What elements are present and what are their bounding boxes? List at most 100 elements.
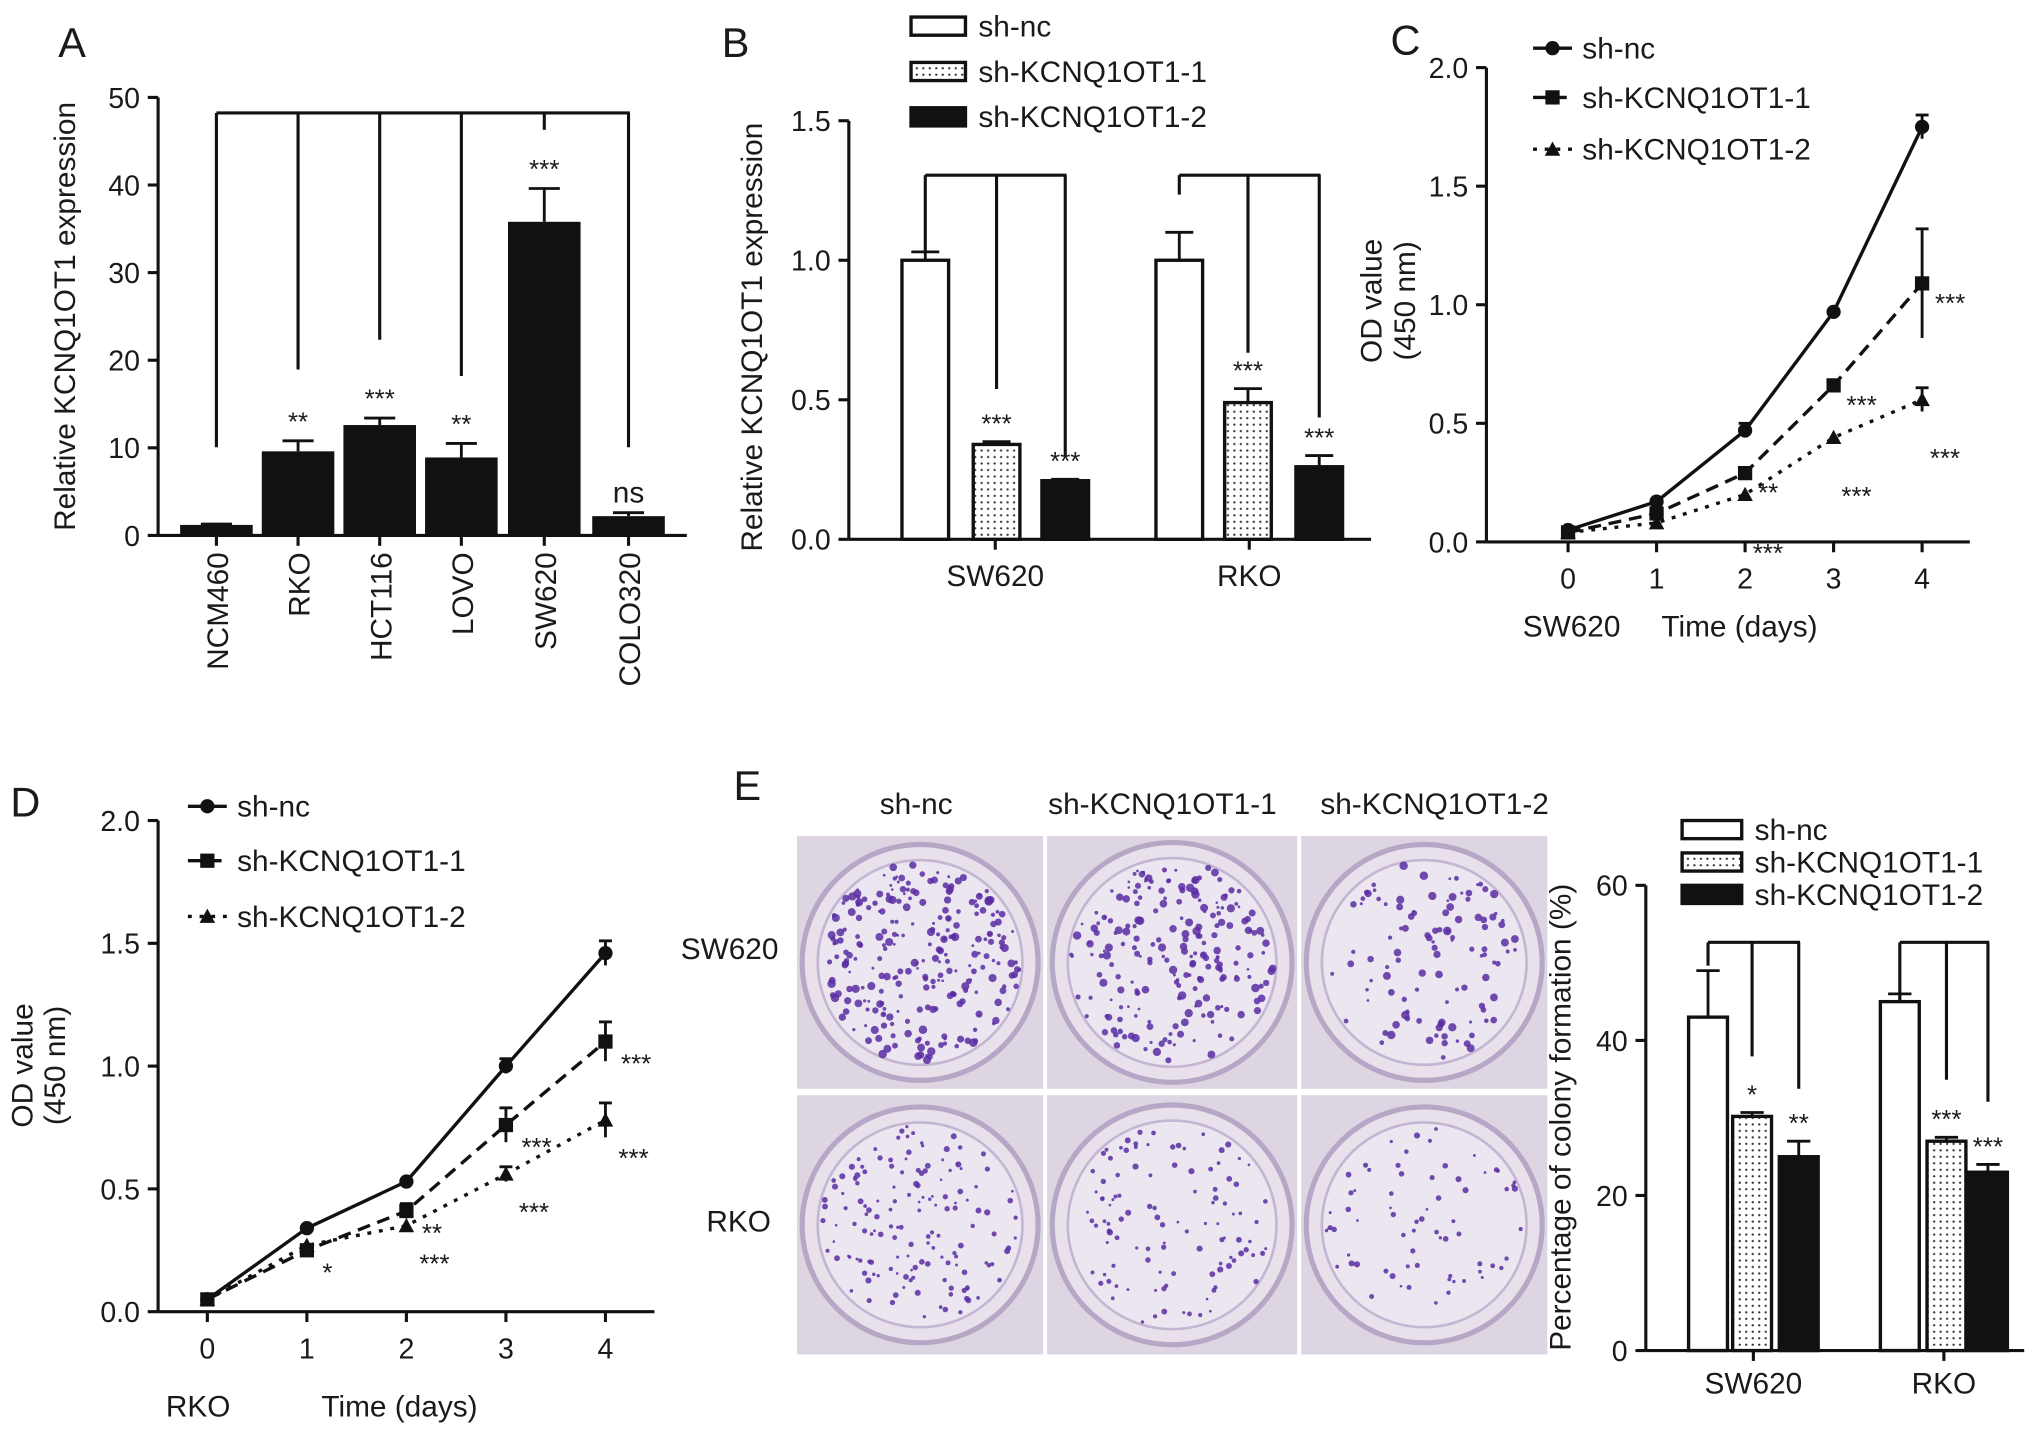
colony bbox=[1075, 994, 1081, 1000]
photo-row-label: SW620 bbox=[681, 933, 779, 966]
colony bbox=[1411, 910, 1418, 917]
colony bbox=[1188, 1168, 1195, 1175]
colony bbox=[1135, 1246, 1139, 1250]
colony bbox=[1131, 945, 1137, 951]
colony bbox=[991, 958, 996, 963]
colony bbox=[1376, 896, 1381, 902]
bar-ncm460 bbox=[180, 524, 253, 536]
colony bbox=[872, 1272, 876, 1277]
colony bbox=[996, 961, 1001, 966]
colony bbox=[1231, 1212, 1235, 1216]
data-point-triangle bbox=[1914, 391, 1930, 407]
x-tick-label: 0 bbox=[199, 1333, 215, 1365]
colony bbox=[883, 1044, 892, 1053]
colony bbox=[1431, 940, 1435, 944]
colony bbox=[991, 1231, 997, 1237]
legend-swatch bbox=[909, 106, 968, 128]
colony bbox=[866, 905, 872, 911]
colony bbox=[1263, 979, 1270, 987]
colony bbox=[1434, 1301, 1438, 1305]
colony bbox=[841, 1191, 845, 1196]
colony bbox=[1113, 931, 1118, 935]
colony bbox=[905, 887, 910, 892]
colony bbox=[1324, 1228, 1329, 1233]
x-tick-label: 0 bbox=[1560, 564, 1576, 596]
x-tick-label: 3 bbox=[1826, 564, 1842, 596]
colony bbox=[1147, 885, 1152, 890]
y-axis-label: OD value bbox=[1355, 239, 1388, 363]
colony bbox=[1256, 926, 1265, 935]
colony bbox=[1482, 886, 1489, 893]
bar-sw620 bbox=[508, 221, 581, 536]
colony bbox=[1484, 1018, 1489, 1024]
colony bbox=[831, 913, 837, 918]
colony bbox=[910, 888, 917, 895]
legend-swatch bbox=[1680, 818, 1744, 841]
colony bbox=[892, 1185, 896, 1189]
significance-label: ns bbox=[613, 476, 644, 509]
colony bbox=[1106, 1228, 1112, 1234]
colony bbox=[946, 967, 953, 975]
colony bbox=[1101, 1029, 1109, 1036]
colony bbox=[1231, 1258, 1237, 1263]
y-tick-label: 50 bbox=[108, 83, 140, 115]
colony bbox=[1367, 955, 1374, 963]
colony bbox=[1387, 988, 1395, 996]
colony bbox=[862, 1228, 868, 1234]
colony bbox=[1125, 1209, 1132, 1216]
colony bbox=[1196, 975, 1203, 981]
colony bbox=[1472, 1154, 1476, 1157]
colony bbox=[1469, 946, 1475, 952]
colony bbox=[1013, 1236, 1017, 1240]
colony bbox=[1495, 960, 1501, 967]
colony bbox=[898, 994, 904, 999]
colony bbox=[1132, 924, 1137, 929]
colony bbox=[1362, 1162, 1369, 1168]
data-point-square bbox=[1649, 506, 1664, 521]
colony bbox=[1099, 978, 1108, 987]
colony bbox=[909, 861, 917, 869]
colony bbox=[832, 941, 837, 946]
colony bbox=[1111, 1198, 1115, 1202]
colony bbox=[1011, 930, 1015, 933]
colony bbox=[1161, 1244, 1167, 1250]
colony bbox=[1154, 1214, 1161, 1221]
legend-swatch bbox=[909, 15, 968, 37]
colony bbox=[860, 985, 865, 990]
data-point-square bbox=[1914, 276, 1930, 291]
colony bbox=[1477, 1261, 1483, 1267]
colony bbox=[1460, 891, 1464, 895]
colony bbox=[834, 1223, 838, 1227]
colony bbox=[945, 928, 950, 933]
colony bbox=[1121, 1033, 1128, 1040]
colony bbox=[984, 897, 993, 906]
colony bbox=[929, 1230, 935, 1235]
colony bbox=[1261, 950, 1266, 955]
colony bbox=[1080, 922, 1084, 926]
colony bbox=[1356, 1219, 1359, 1222]
colony bbox=[1192, 1039, 1196, 1043]
data-point-triangle bbox=[597, 1112, 614, 1127]
colony bbox=[1161, 1308, 1168, 1315]
colony bbox=[1107, 1155, 1113, 1161]
colony bbox=[1435, 1195, 1442, 1201]
colony bbox=[1345, 1206, 1352, 1213]
colony bbox=[1182, 1311, 1186, 1315]
colony bbox=[968, 898, 976, 906]
colony bbox=[937, 915, 943, 921]
colony bbox=[1225, 1263, 1232, 1269]
colony bbox=[990, 1262, 995, 1267]
colony bbox=[898, 874, 906, 882]
colony bbox=[1108, 1203, 1112, 1207]
colony bbox=[861, 1270, 868, 1276]
colony bbox=[924, 1162, 931, 1169]
colony bbox=[827, 959, 833, 965]
panel-label-a: A bbox=[58, 19, 86, 66]
colony bbox=[852, 1221, 857, 1227]
colony bbox=[1396, 895, 1405, 904]
colony bbox=[913, 1180, 920, 1187]
colony bbox=[1137, 895, 1143, 900]
colony bbox=[922, 1315, 926, 1319]
colony bbox=[1105, 1013, 1113, 1021]
colony bbox=[1500, 918, 1505, 923]
